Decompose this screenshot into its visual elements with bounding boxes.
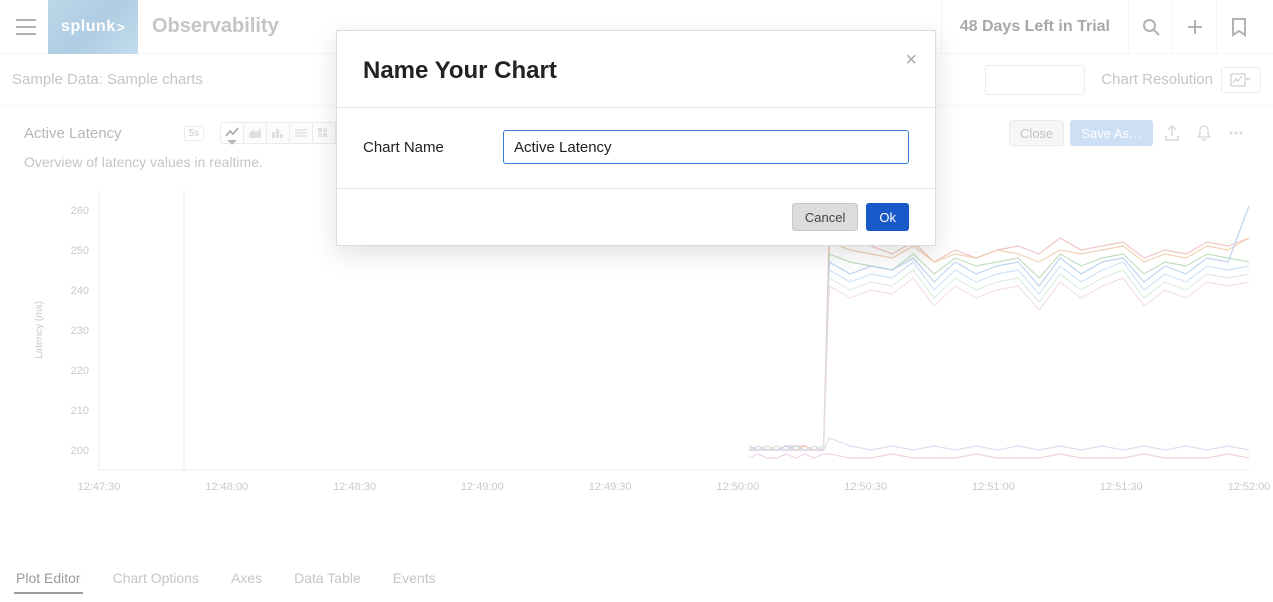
chart-name-input[interactable] bbox=[503, 130, 909, 164]
modal-title: Name Your Chart bbox=[363, 57, 909, 85]
name-chart-modal: Name Your Chart × Chart Name Cancel Ok bbox=[336, 30, 936, 246]
page-root: splunk> Observability 48 Days Left in Tr… bbox=[0, 0, 1273, 602]
ok-button[interactable]: Ok bbox=[866, 203, 909, 231]
cancel-button[interactable]: Cancel bbox=[792, 203, 858, 231]
chart-name-label: Chart Name bbox=[363, 139, 503, 156]
close-icon[interactable]: × bbox=[905, 49, 917, 72]
